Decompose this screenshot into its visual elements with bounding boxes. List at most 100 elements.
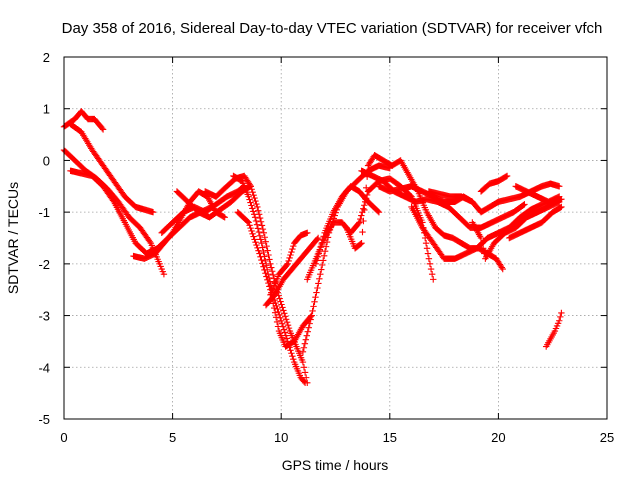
data-point — [272, 314, 280, 321]
y-tick-label: 2 — [43, 50, 50, 65]
data-point — [288, 248, 295, 256]
data-point — [259, 260, 266, 267]
data-point — [299, 348, 307, 355]
data-point — [300, 364, 308, 371]
data-point — [270, 300, 277, 307]
data-point — [259, 225, 267, 233]
data-point — [254, 203, 261, 211]
data-point — [246, 222, 253, 229]
data-point — [285, 324, 293, 332]
data-point — [249, 205, 256, 212]
series-track-25 — [542, 309, 565, 350]
data-point — [276, 295, 283, 302]
series-track-1 — [60, 108, 107, 133]
data-point — [284, 260, 291, 268]
data-point — [290, 355, 297, 363]
data-point — [265, 251, 272, 259]
data-point — [556, 317, 563, 324]
data-point — [306, 320, 313, 327]
data-point — [308, 312, 315, 319]
data-point — [277, 298, 284, 305]
data-point — [478, 239, 486, 247]
data-point — [424, 250, 432, 257]
series-track-20 — [425, 188, 476, 205]
data-point — [271, 309, 279, 316]
x-tick-label: 25 — [600, 430, 614, 445]
data-point — [254, 244, 261, 252]
data-point — [302, 336, 310, 343]
data-point — [221, 214, 228, 221]
data-point — [267, 260, 274, 268]
data-point — [266, 283, 273, 290]
data-point — [302, 374, 310, 381]
data-point — [250, 191, 257, 199]
data-point — [313, 289, 320, 296]
data-point — [558, 309, 565, 317]
data-point — [289, 245, 296, 253]
data-point — [268, 264, 275, 271]
data-point — [287, 251, 294, 259]
data-point — [556, 193, 563, 200]
y-tick-label: 0 — [43, 153, 50, 168]
data-point — [160, 271, 168, 278]
data-point — [422, 239, 430, 247]
data-point — [283, 261, 290, 269]
data-point — [287, 347, 294, 354]
data-point — [521, 201, 528, 208]
y-tick-label: -3 — [38, 309, 50, 324]
data-point — [321, 248, 329, 255]
series-track-2 — [67, 121, 157, 216]
data-point — [257, 236, 264, 243]
data-point — [258, 222, 266, 229]
data-point — [300, 378, 308, 385]
data-point — [499, 265, 506, 273]
data-point — [315, 280, 322, 287]
data-point — [248, 227, 255, 235]
data-point — [261, 234, 268, 241]
data-point — [269, 271, 277, 279]
data-point — [263, 242, 270, 250]
data-point — [286, 254, 293, 262]
data-point — [357, 240, 364, 248]
data-point — [301, 369, 309, 376]
data-point — [311, 298, 318, 305]
data-point — [288, 350, 295, 357]
data-point — [249, 188, 256, 196]
data-point — [469, 198, 476, 205]
data-point — [285, 257, 292, 265]
data-point — [428, 271, 436, 278]
axis-ticks: 0 5 10 15 20 25 -5 -4 -3 -2 -1 0 1 2 — [38, 50, 614, 445]
series-track-22 — [469, 198, 563, 262]
data-point — [256, 250, 263, 257]
data-point — [244, 218, 251, 225]
data-point — [479, 245, 487, 252]
data-point — [280, 326, 288, 333]
y-tick-label: 1 — [43, 102, 50, 117]
data-point — [318, 266, 325, 273]
data-point — [314, 284, 321, 292]
data-point — [362, 195, 369, 203]
x-tick-label: 15 — [383, 430, 397, 445]
data-point — [558, 203, 565, 211]
series-track-24 — [512, 183, 563, 205]
data-point — [290, 242, 297, 250]
data-point — [309, 307, 316, 315]
data-point — [477, 234, 485, 242]
data-point — [503, 172, 511, 180]
data-point — [498, 264, 506, 271]
data-point — [260, 263, 267, 270]
data-point — [248, 202, 255, 209]
data-point — [251, 211, 258, 218]
data-point — [426, 260, 434, 268]
series-track-14 — [312, 183, 383, 268]
data-point — [109, 197, 117, 204]
data-point — [257, 218, 265, 225]
data-point — [359, 228, 366, 236]
data-point — [255, 228, 263, 236]
data-point — [301, 340, 309, 347]
data-point — [250, 208, 257, 215]
data-point — [261, 266, 268, 274]
data-point — [307, 316, 314, 323]
data-point — [313, 235, 321, 243]
